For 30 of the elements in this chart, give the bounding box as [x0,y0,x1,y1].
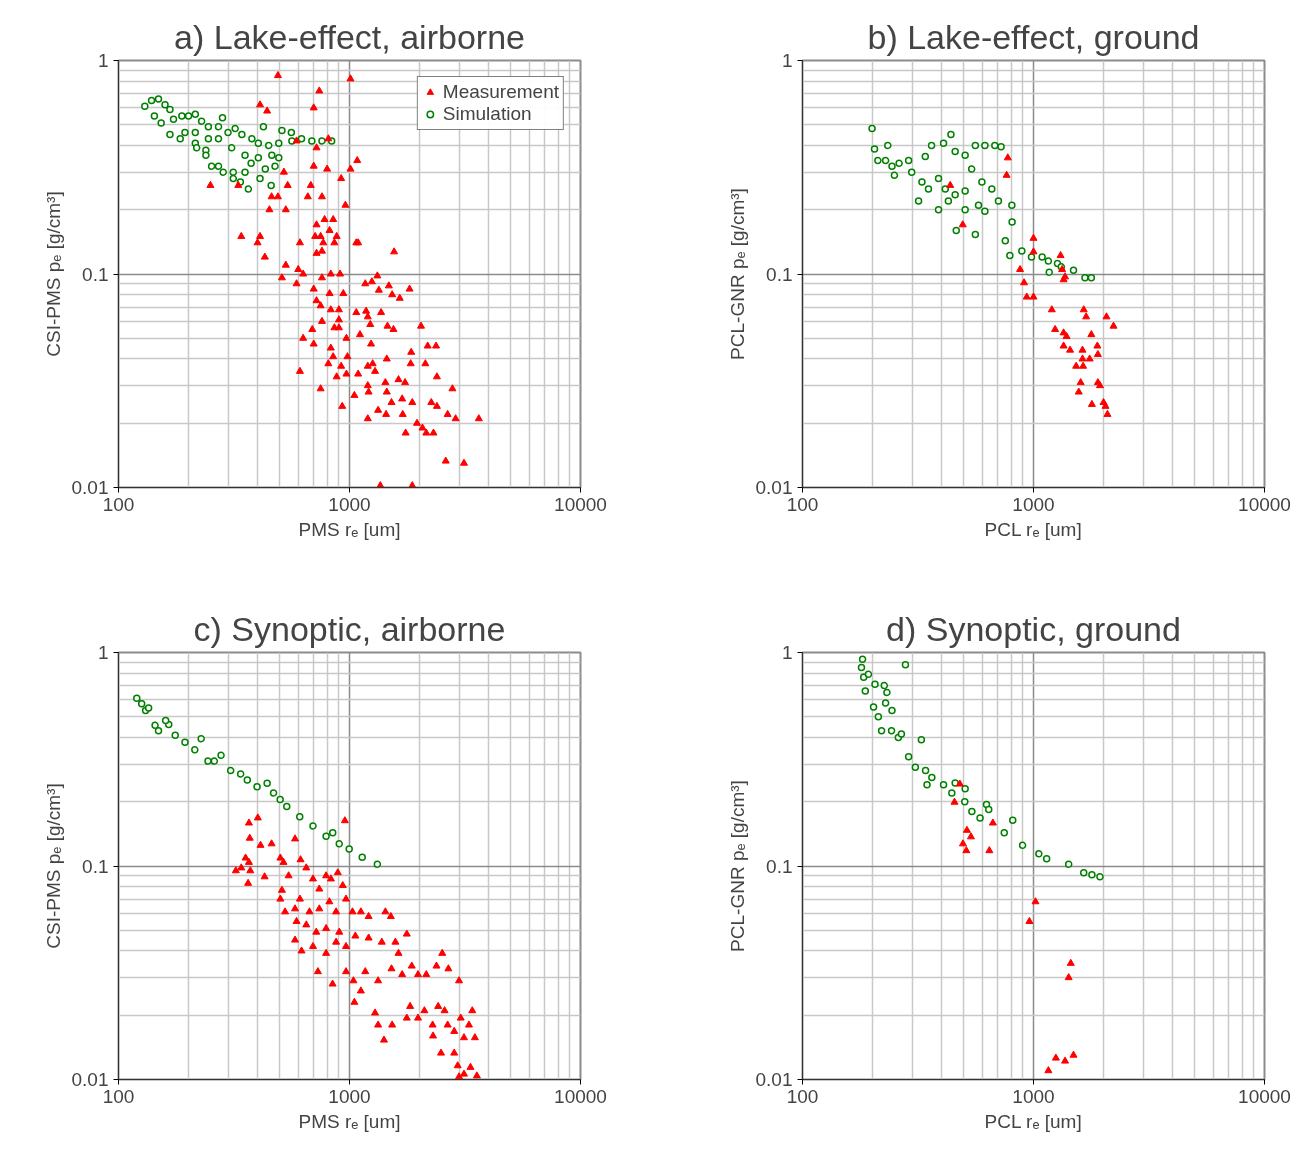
chart-title: b) Lake-effect, ground [867,17,1200,56]
y-axis-title: CSI-PMS pₑ [g/cm³] [42,783,64,949]
y-tick-label: 1 [781,642,793,663]
y-tick-label: 0.1 [82,263,109,285]
x-axis-title: PMS rₑ [um] [298,1110,401,1132]
y-tick-label: 1 [781,50,793,71]
y-tick-label: 0.1 [82,855,109,877]
x-tick-label: 10000 [1238,493,1291,515]
y-axis-title: PCL-GNR pₑ [g/cm³] [726,780,748,952]
x-tick-label: 1000 [1012,493,1055,515]
x-axis-title: PCL rₑ [um] [984,1110,1082,1132]
x-axis-title: PMS rₑ [um] [298,518,401,540]
y-tick-label: 0.1 [766,855,793,877]
x-tick-label: 10000 [554,1085,607,1107]
y-tick-label: 0.1 [766,263,793,285]
x-axis-title: PCL rₑ [um] [984,518,1082,540]
x-tick-label: 10000 [554,493,607,515]
chart-title: a) Lake-effect, airborne [174,17,525,56]
x-tick-label: 10000 [1238,1085,1291,1107]
y-axis-title: PCL-GNR pₑ [g/cm³] [726,188,748,360]
chart-title: d) Synoptic, ground [886,609,1181,648]
y-tick-label: 1 [97,642,109,663]
y-axis-title: CSI-PMS pₑ [g/cm³] [42,191,64,357]
x-tick-label: 1000 [328,493,371,515]
x-tick-label: 1000 [1012,1085,1055,1107]
x-tick-label: 1000 [328,1085,371,1107]
chart-title: c) Synoptic, airborne [193,609,506,648]
y-tick-label: 1 [97,50,109,71]
legend-label: Measurement [442,81,559,103]
legend-label: Simulation [442,103,532,125]
